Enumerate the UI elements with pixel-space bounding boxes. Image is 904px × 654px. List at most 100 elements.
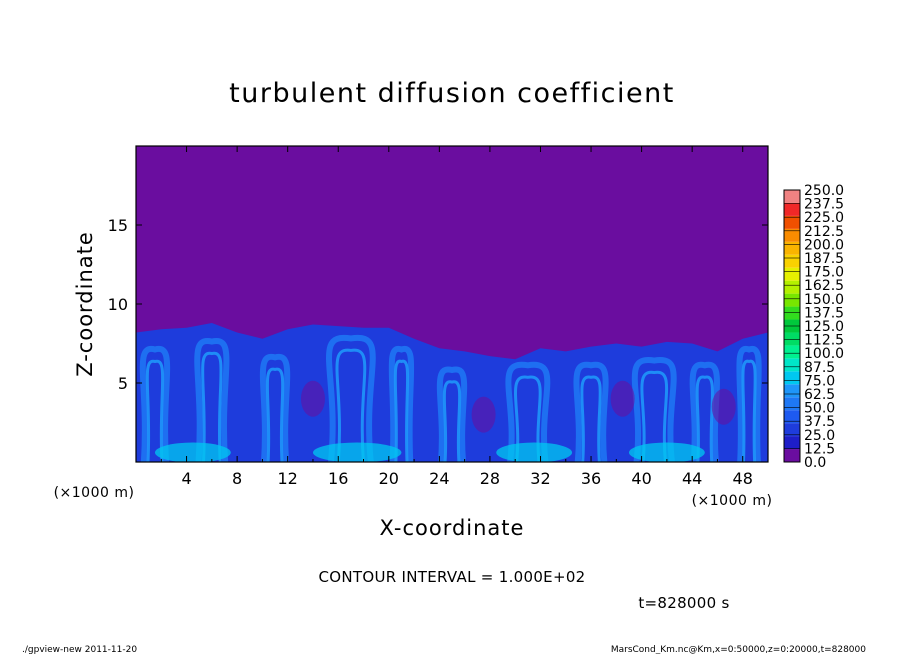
- colorbar-label: 137.5: [804, 305, 844, 321]
- plume-arc: [505, 361, 551, 462]
- x-tick-label: 32: [530, 469, 550, 488]
- colorbar-label: 162.5: [804, 278, 844, 294]
- plume-arc: [573, 361, 609, 462]
- surface-maximum: [312, 442, 402, 462]
- plume-core: [514, 375, 542, 462]
- x-tick-label: 4: [181, 469, 191, 488]
- x-tick-label: 36: [581, 469, 601, 488]
- plume-core: [335, 348, 367, 462]
- colorbar-label: 37.5: [804, 414, 835, 430]
- plume-arc: [259, 353, 291, 462]
- contour-interval: CONTOUR INTERVAL = 1.000E+02: [318, 568, 585, 586]
- colorbar-label: 0.0: [804, 455, 826, 471]
- y-axis-ticks: 5 10 15: [108, 216, 768, 393]
- plume-arc: [736, 345, 762, 462]
- colorbar: 0.012.525.037.550.062.575.087.5100.0112.…: [783, 183, 844, 471]
- colorbar-swatch: [784, 254, 800, 268]
- low-value-pocket: [471, 396, 496, 433]
- x-tick-label: 40: [631, 469, 651, 488]
- x-axis-label: X-coordinate: [380, 516, 525, 540]
- x-tick-label: 28: [480, 469, 500, 488]
- plume-arc: [388, 345, 415, 462]
- x-tick-label: 20: [379, 469, 399, 488]
- colorbar-label: 237.5: [804, 197, 844, 213]
- plume-core: [201, 351, 223, 462]
- x-axis-unit: (×1000 m): [692, 493, 773, 509]
- colorbar-swatch: [784, 241, 800, 255]
- x-tick-label: 16: [328, 469, 348, 488]
- y-tick-label: 5: [118, 374, 128, 393]
- plume-arc: [194, 338, 230, 462]
- y-axis-unit: (×1000 m): [54, 485, 135, 501]
- plume-arc: [139, 345, 171, 462]
- colorbar-swatch: [784, 267, 800, 281]
- colorbar-label: 212.5: [804, 224, 844, 240]
- surface-maximum: [628, 442, 705, 462]
- colorbar-swatch: [784, 293, 800, 307]
- y-tick-label: 10: [108, 295, 128, 314]
- plume-core: [442, 380, 462, 462]
- colorbar-label: 250.0: [804, 183, 844, 199]
- colorbar-swatch: [784, 449, 800, 462]
- colorbar-label: 125.0: [804, 319, 844, 335]
- plume-arc: [326, 334, 376, 462]
- low-value-pocket: [711, 388, 736, 425]
- colorbar-label: 225.0: [804, 210, 844, 226]
- plume-core: [640, 370, 669, 462]
- plume-core: [695, 375, 715, 462]
- plot-area: [135, 145, 769, 463]
- low-value-pocket: [300, 380, 325, 417]
- colorbar-swatch: [784, 215, 800, 229]
- colorbar-label: 62.5: [804, 387, 835, 403]
- chart-title: turbulent diffusion coefficient: [229, 78, 675, 109]
- plume-arc: [631, 356, 677, 462]
- turbulent-field: [136, 322, 768, 462]
- colorbar-swatch: [784, 358, 800, 372]
- x-tick-label: 48: [733, 469, 753, 488]
- colorbar-label: 100.0: [804, 346, 844, 362]
- y-tick-label: 15: [108, 216, 128, 235]
- x-axis-ticks: 4 8 12 16 20 24 28 32 36 40 44 48: [160, 146, 753, 488]
- colorbar-label: 187.5: [804, 251, 844, 267]
- x-tick-label: 12: [278, 469, 298, 488]
- colorbar-label: 75.0: [804, 373, 835, 389]
- time-stamp: t=828000 s: [638, 594, 729, 612]
- colorbar-label: 175.0: [804, 265, 844, 281]
- colorbar-label: 12.5: [804, 441, 835, 457]
- colorbar-label: 112.5: [804, 333, 844, 349]
- plume-core: [580, 375, 602, 462]
- y-axis-label: Z-coordinate: [73, 231, 97, 377]
- colorbar-label: 150.0: [804, 292, 844, 308]
- colorbar-swatch: [784, 306, 800, 320]
- colorbar-label: 87.5: [804, 360, 835, 376]
- colorbar-swatch: [784, 190, 800, 203]
- x-tick-label: 8: [232, 469, 242, 488]
- colorbar-label: 200.0: [804, 237, 844, 253]
- colorbar-swatch: [784, 332, 800, 346]
- colorbar-swatch: [784, 202, 800, 216]
- x-tick-label: 44: [682, 469, 702, 488]
- surface-maximum: [496, 442, 573, 462]
- colorbar-swatch: [784, 371, 800, 385]
- surface-maximum: [154, 442, 231, 462]
- x-tick-label: 24: [429, 469, 449, 488]
- colorbar-swatch: [784, 397, 800, 411]
- colorbar-swatch: [784, 410, 800, 424]
- colorbar-label: 50.0: [804, 401, 835, 417]
- colorbar-label: 25.0: [804, 428, 835, 444]
- plume-core: [265, 367, 285, 462]
- plume-arc: [436, 366, 468, 462]
- colorbar-swatch: [784, 384, 800, 398]
- plume-core: [393, 359, 410, 462]
- plume-core: [741, 359, 757, 462]
- colorbar-swatch: [784, 436, 800, 450]
- footer-left: ./gpview-new 2011-11-20: [22, 645, 137, 654]
- plume-core: [145, 359, 165, 462]
- colorbar-swatch: [784, 423, 800, 437]
- colorbar-swatch: [784, 345, 800, 359]
- boundary-layer-region: [136, 322, 768, 462]
- colorbar-swatch: [784, 280, 800, 294]
- low-value-pocket: [610, 380, 635, 417]
- footer-right: MarsCond_Km.nc@Km,x=0:50000,z=0:20000,t=…: [611, 645, 866, 654]
